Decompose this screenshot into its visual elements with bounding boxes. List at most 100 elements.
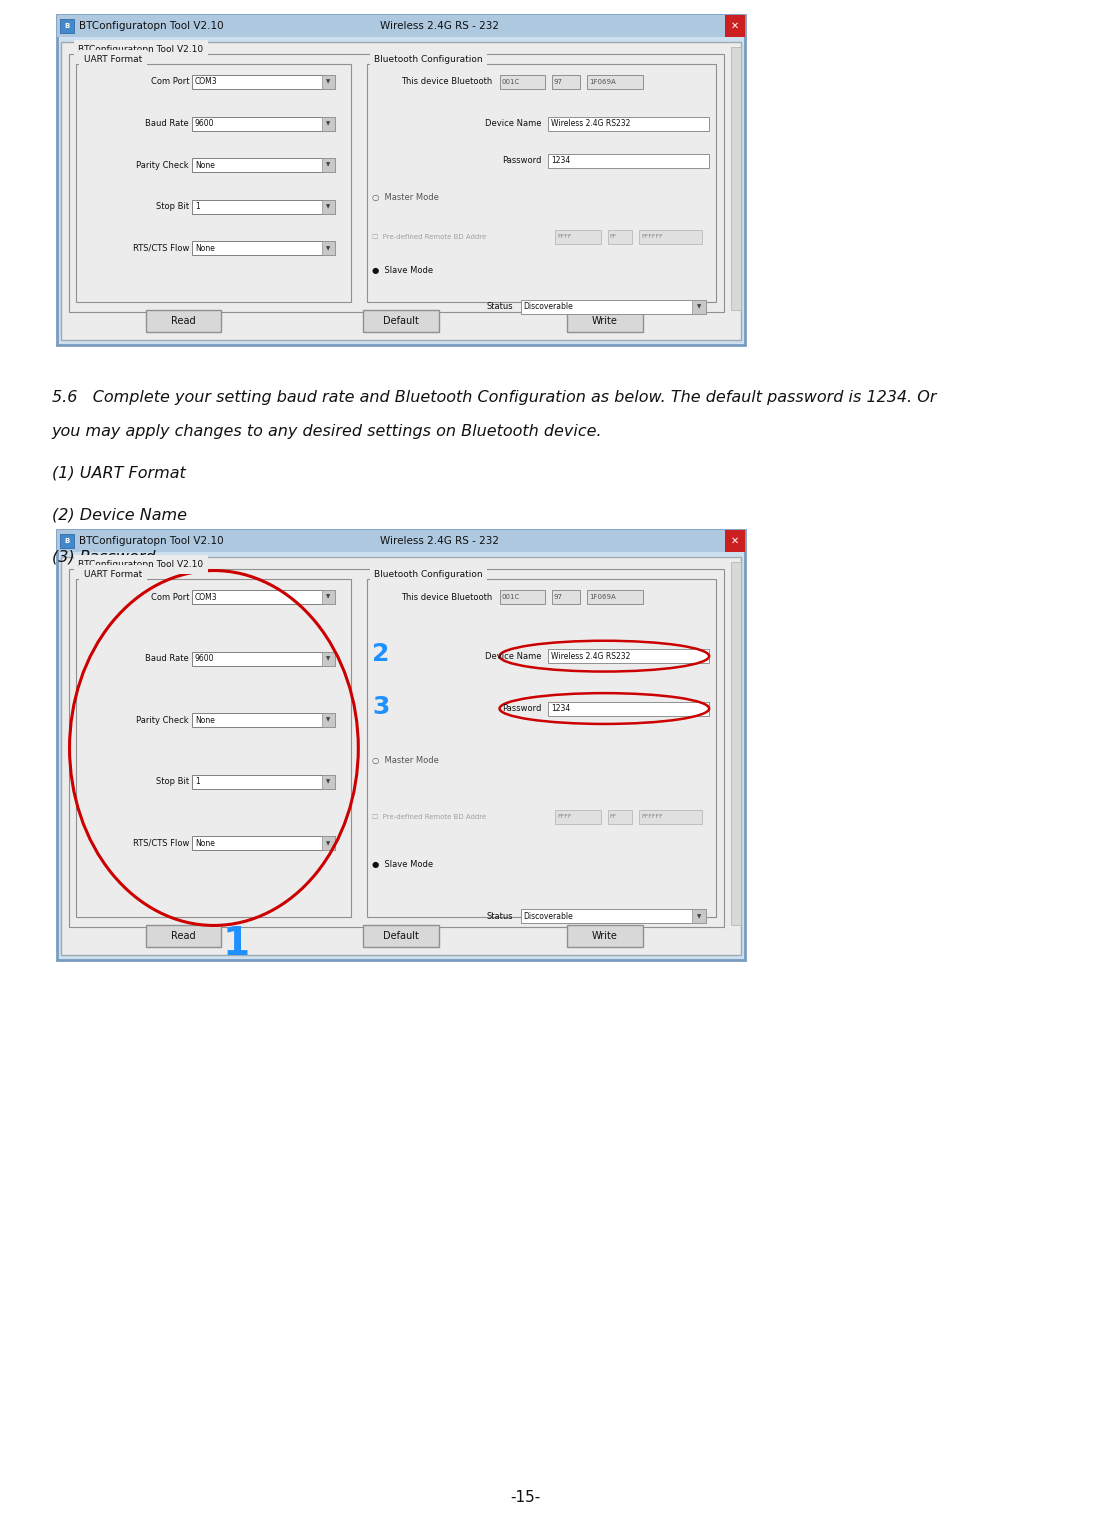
FancyBboxPatch shape (322, 74, 334, 90)
FancyBboxPatch shape (192, 158, 334, 172)
FancyBboxPatch shape (60, 20, 74, 33)
Text: Write: Write (592, 316, 618, 325)
FancyBboxPatch shape (69, 55, 724, 312)
Text: FF: FF (610, 815, 617, 819)
FancyBboxPatch shape (549, 649, 709, 663)
Text: Baud Rate: Baud Rate (145, 119, 190, 128)
Text: ✕: ✕ (731, 21, 739, 30)
FancyBboxPatch shape (521, 909, 706, 924)
Text: 9600: 9600 (195, 654, 214, 663)
Text: Read: Read (172, 930, 196, 941)
FancyBboxPatch shape (725, 530, 745, 552)
Text: ▼: ▼ (697, 304, 701, 310)
Text: Parity Check: Parity Check (136, 161, 190, 170)
FancyBboxPatch shape (192, 836, 334, 850)
Text: BTConfiguratopn Tool V2.10: BTConfiguratopn Tool V2.10 (78, 46, 203, 55)
FancyBboxPatch shape (192, 652, 334, 666)
Text: Default: Default (384, 316, 419, 325)
Text: ○  Master Mode: ○ Master Mode (372, 193, 439, 202)
FancyBboxPatch shape (322, 158, 334, 172)
Text: 1234: 1234 (551, 704, 571, 713)
Text: 2: 2 (372, 641, 389, 666)
Text: COM3: COM3 (195, 593, 217, 602)
Text: 001C: 001C (502, 79, 520, 85)
FancyBboxPatch shape (692, 909, 706, 924)
Text: (1) UART Format: (1) UART Format (52, 467, 185, 480)
FancyBboxPatch shape (322, 713, 334, 727)
Text: ▼: ▼ (327, 594, 330, 599)
FancyBboxPatch shape (192, 199, 334, 214)
Text: None: None (195, 161, 214, 170)
FancyBboxPatch shape (77, 579, 351, 917)
Text: FFFFFF: FFFFFF (641, 234, 663, 239)
FancyBboxPatch shape (555, 810, 601, 824)
Text: BTConfiguratopn Tool V2.10: BTConfiguratopn Tool V2.10 (79, 21, 224, 30)
FancyBboxPatch shape (146, 310, 222, 331)
Text: ☐  Pre-defined Remote BD Addre: ☐ Pre-defined Remote BD Addre (372, 813, 487, 819)
Text: Status: Status (487, 912, 514, 921)
Text: ▼: ▼ (327, 657, 330, 661)
Text: ▼: ▼ (327, 780, 330, 784)
Text: Bluetooth Configuration: Bluetooth Configuration (375, 55, 483, 64)
Text: Write: Write (592, 930, 618, 941)
Text: ○  Master Mode: ○ Master Mode (372, 757, 439, 766)
Text: (3) Password: (3) Password (52, 550, 155, 564)
Text: Password: Password (502, 157, 542, 166)
FancyBboxPatch shape (725, 15, 745, 36)
FancyBboxPatch shape (146, 926, 222, 947)
Text: BTConfiguratopn Tool V2.10: BTConfiguratopn Tool V2.10 (79, 537, 224, 546)
FancyBboxPatch shape (568, 310, 642, 331)
Text: (2) Device Name: (2) Device Name (52, 508, 187, 523)
Text: RTS/CTS Flow: RTS/CTS Flow (133, 243, 190, 252)
Text: Stop Bit: Stop Bit (156, 202, 190, 211)
FancyBboxPatch shape (192, 242, 334, 255)
FancyBboxPatch shape (555, 230, 601, 243)
Text: 5.6   Complete your setting baud rate and Bluetooth Configuration as below. The : 5.6 Complete your setting baud rate and … (52, 391, 937, 404)
Text: Wireless 2.4G RS232: Wireless 2.4G RS232 (551, 652, 631, 661)
Text: 97: 97 (554, 79, 563, 85)
FancyBboxPatch shape (608, 230, 632, 243)
Text: ▼: ▼ (327, 717, 330, 722)
FancyBboxPatch shape (363, 926, 438, 947)
Text: ●  Slave Mode: ● Slave Mode (372, 266, 434, 275)
Text: Com Port: Com Port (151, 593, 190, 602)
FancyBboxPatch shape (322, 242, 334, 255)
FancyBboxPatch shape (322, 199, 334, 214)
FancyBboxPatch shape (192, 74, 334, 90)
Text: Status: Status (487, 302, 514, 312)
FancyBboxPatch shape (552, 74, 580, 90)
FancyBboxPatch shape (586, 590, 642, 603)
FancyBboxPatch shape (60, 534, 74, 549)
FancyBboxPatch shape (500, 74, 545, 90)
FancyBboxPatch shape (61, 556, 740, 955)
Text: Default: Default (384, 930, 419, 941)
Text: 9600: 9600 (195, 119, 214, 128)
Text: FF: FF (610, 234, 617, 239)
Text: Password: Password (502, 704, 542, 713)
Text: None: None (195, 716, 214, 725)
FancyBboxPatch shape (521, 299, 706, 315)
Text: ●  Slave Mode: ● Slave Mode (372, 859, 434, 868)
Text: B: B (65, 538, 69, 544)
Text: ✕: ✕ (731, 537, 739, 546)
FancyBboxPatch shape (69, 568, 724, 927)
FancyBboxPatch shape (322, 652, 334, 666)
Text: ▼: ▼ (327, 122, 330, 126)
FancyBboxPatch shape (57, 530, 745, 552)
Text: BTConfiguratopn Tool V2.10: BTConfiguratopn Tool V2.10 (78, 559, 203, 568)
Text: FFFF: FFFF (558, 815, 572, 819)
Text: ☐  Pre-defined Remote BD Addre: ☐ Pre-defined Remote BD Addre (372, 234, 487, 240)
FancyBboxPatch shape (57, 15, 745, 36)
FancyBboxPatch shape (692, 299, 706, 315)
Text: 001C: 001C (502, 594, 520, 600)
Text: None: None (195, 243, 214, 252)
Text: UART Format: UART Format (84, 55, 143, 64)
Text: ▼: ▼ (697, 914, 701, 920)
Text: ▼: ▼ (327, 79, 330, 85)
FancyBboxPatch shape (192, 590, 334, 603)
FancyBboxPatch shape (731, 562, 740, 926)
Text: Parity Check: Parity Check (136, 716, 190, 725)
Text: 1: 1 (195, 777, 200, 786)
Text: Device Name: Device Name (485, 119, 542, 128)
Text: This device Bluetooth: This device Bluetooth (401, 78, 493, 87)
